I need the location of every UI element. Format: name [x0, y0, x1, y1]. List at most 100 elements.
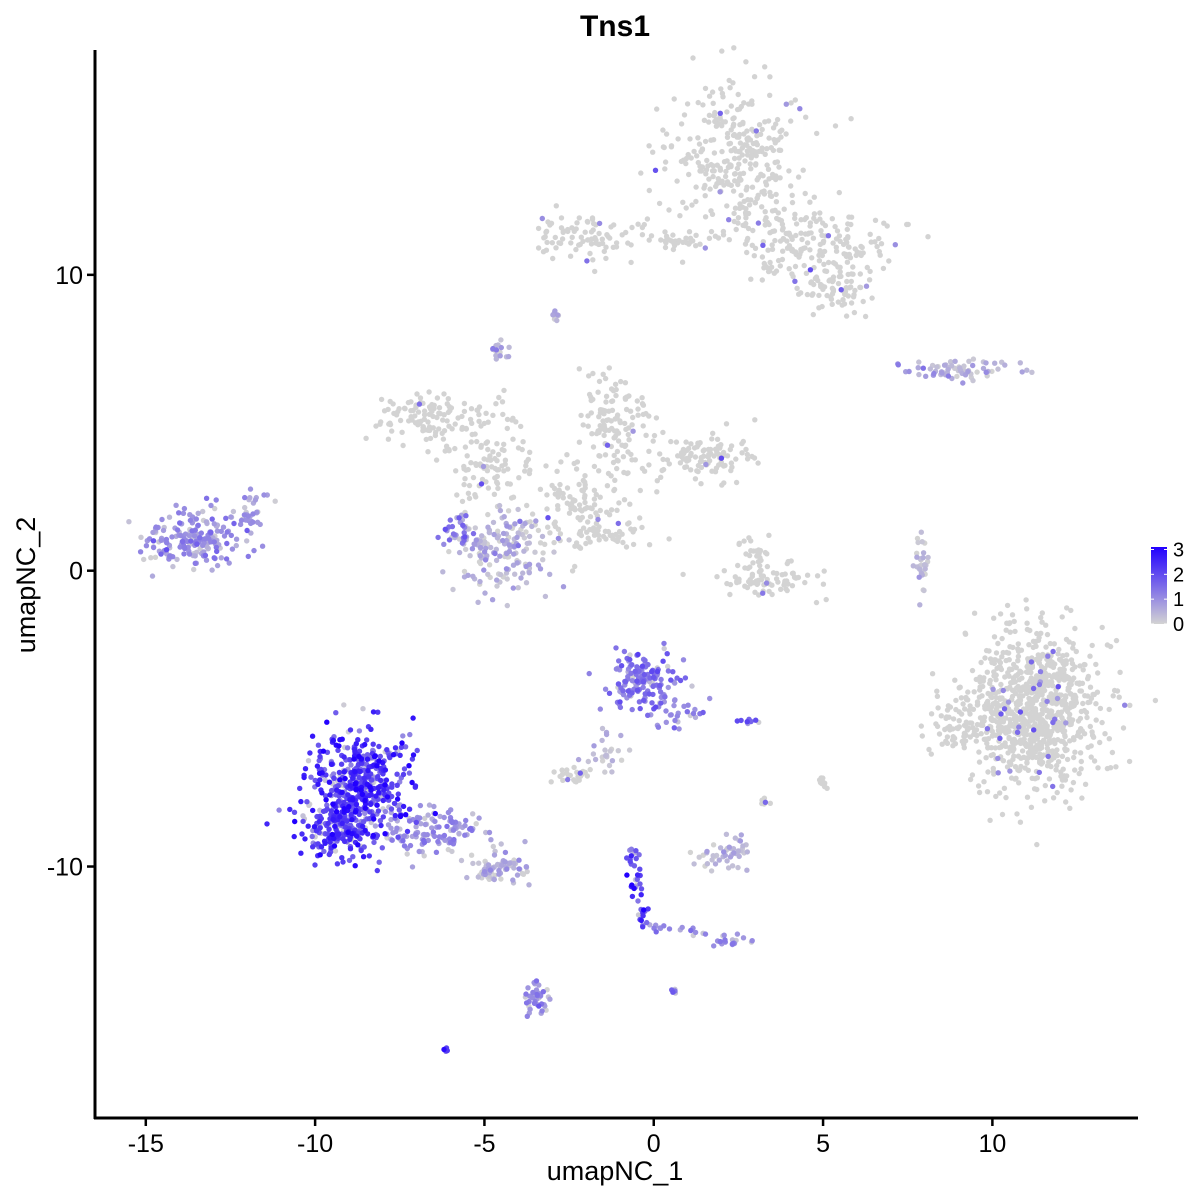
scatter-point	[724, 858, 730, 864]
scatter-point	[203, 495, 210, 501]
scatter-point	[794, 285, 800, 291]
scatter-point	[657, 682, 663, 689]
scatter-point	[953, 697, 959, 704]
scatter-point	[459, 498, 466, 505]
scatter-point	[402, 744, 409, 750]
scatter-point	[440, 436, 447, 442]
scatter-point	[1031, 727, 1037, 733]
scatter-point	[325, 820, 331, 827]
scatter-point	[639, 224, 646, 231]
scatter-point	[498, 344, 504, 351]
scatter-point	[418, 821, 424, 827]
scatter-point	[629, 678, 636, 684]
scatter-point	[612, 381, 619, 387]
scatter-point	[864, 264, 870, 271]
scatter-point	[737, 122, 743, 128]
scatter-point	[671, 96, 677, 102]
scatter-point	[824, 292, 830, 299]
scatter-point	[588, 241, 595, 247]
scatter-point	[688, 450, 694, 457]
scatter-point	[670, 232, 676, 238]
scatter-point	[987, 817, 993, 823]
scatter-point	[770, 570, 777, 576]
scatter-point	[436, 834, 443, 840]
scatter-point	[1055, 759, 1062, 765]
scatter-point	[300, 813, 306, 819]
scatter-point	[607, 748, 613, 754]
scatter-point	[361, 775, 367, 781]
scatter-point	[707, 450, 714, 456]
y-tick-label: -10	[47, 854, 83, 882]
scatter-point	[300, 818, 306, 825]
scatter-point	[442, 526, 448, 532]
scatter-point	[1025, 705, 1031, 711]
scatter-point	[724, 158, 730, 164]
scatter-point	[500, 537, 506, 544]
scatter-point	[407, 731, 413, 738]
scatter-point	[921, 587, 927, 594]
scatter-point	[695, 99, 701, 106]
scatter-point	[769, 591, 775, 598]
scatter-point	[1030, 644, 1037, 651]
scatter-point	[616, 528, 623, 535]
scatter-point	[494, 480, 501, 487]
scatter-point	[566, 510, 573, 516]
scatter-point	[588, 410, 594, 416]
scatter-point	[388, 806, 395, 812]
scatter-point	[661, 640, 667, 647]
scatter-point	[476, 411, 482, 418]
scatter-point	[463, 425, 469, 432]
scatter-point	[490, 843, 496, 850]
scatter-point	[1087, 699, 1093, 705]
scatter-point	[786, 266, 792, 272]
scatter-point	[1083, 709, 1090, 716]
scatter-point	[1064, 708, 1071, 715]
scatter-point	[226, 560, 232, 566]
scatter-point	[203, 519, 210, 525]
scatter-point	[836, 233, 843, 239]
scatter-point	[404, 851, 410, 857]
scatter-point	[554, 312, 561, 318]
scatter-point	[515, 542, 521, 549]
scatter-point	[163, 547, 170, 553]
scatter-point	[719, 178, 725, 184]
scatter-point	[468, 460, 474, 466]
scatter-point	[739, 450, 745, 456]
scatter-point	[540, 557, 546, 563]
scatter-point	[815, 277, 821, 284]
scatter-point	[482, 557, 489, 563]
scatter-point	[938, 713, 944, 719]
scatter-point	[1053, 767, 1059, 773]
scatter-point	[748, 548, 754, 554]
scatter-point	[620, 688, 626, 694]
scatter-point	[548, 779, 554, 785]
scatter-point	[432, 810, 438, 817]
scatter-point	[990, 751, 996, 758]
scatter-point	[1093, 701, 1099, 707]
scatter-point	[576, 481, 582, 488]
scatter-point	[596, 378, 603, 385]
scatter-point	[409, 864, 416, 870]
scatter-point	[740, 170, 747, 176]
scatter-point	[352, 781, 358, 787]
scatter-point	[722, 119, 728, 125]
scatter-point	[766, 176, 772, 182]
scatter-point	[242, 494, 248, 501]
scatter-point	[701, 117, 708, 124]
scatter-point	[543, 463, 549, 469]
scatter-point	[783, 131, 789, 137]
scatter-point	[547, 530, 553, 536]
scatter-point	[710, 842, 717, 848]
scatter-point	[658, 237, 664, 243]
scatter-point	[518, 423, 524, 430]
scatter-point	[1005, 699, 1012, 705]
scatter-point	[702, 931, 709, 937]
scatter-point	[736, 541, 742, 548]
scatter-point	[636, 852, 642, 858]
scatter-point	[436, 426, 442, 432]
scatter-point	[486, 829, 493, 836]
scatter-point	[137, 549, 144, 555]
scatter-point	[736, 576, 742, 582]
scatter-point	[350, 797, 356, 803]
scatter-point	[703, 461, 709, 468]
